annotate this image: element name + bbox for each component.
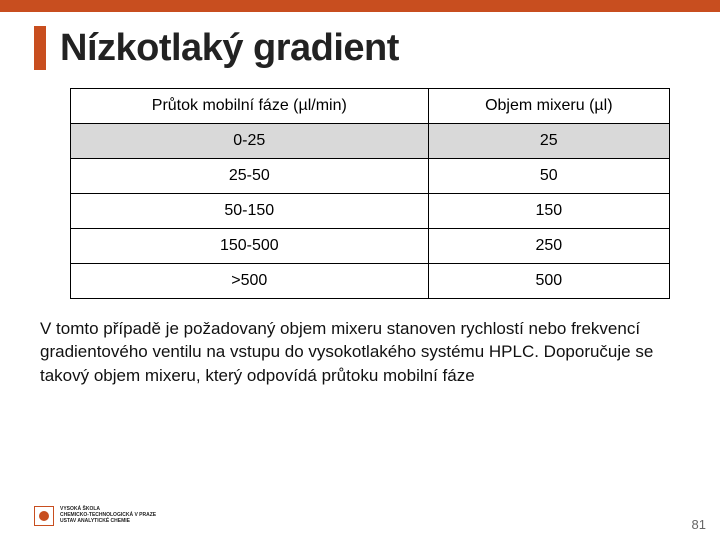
table-cell: 25 <box>428 124 669 159</box>
table-cell: 250 <box>428 229 669 264</box>
logo-icon <box>34 506 54 526</box>
table-cell: 0-25 <box>71 124 429 159</box>
title-accent-bar <box>34 26 46 70</box>
page-number: 81 <box>692 517 706 532</box>
logo-dot-icon <box>39 511 49 521</box>
table-row: 0-2525 <box>71 124 670 159</box>
table-cell: 150 <box>428 194 669 229</box>
table-header-cell: Průtok mobilní fáze (µl/min) <box>71 89 429 124</box>
top-accent-bar <box>0 0 720 12</box>
table-cell: 500 <box>428 264 669 299</box>
table-cell: >500 <box>71 264 429 299</box>
body-paragraph: V tomto případě je požadovaný objem mixe… <box>0 299 720 387</box>
table-container: Průtok mobilní fáze (µl/min) Objem mixer… <box>0 88 720 299</box>
table-header-row: Průtok mobilní fáze (µl/min) Objem mixer… <box>71 89 670 124</box>
logo-line: USTAV ANALYTICKÉ CHEMIE <box>60 519 156 525</box>
table-cell: 25-50 <box>71 159 429 194</box>
table-row: 25-5050 <box>71 159 670 194</box>
page-title: Nízkotlaký gradient <box>60 27 399 70</box>
table-row: 150-500250 <box>71 229 670 264</box>
table-cell: 50-150 <box>71 194 429 229</box>
logo-text: VYSOKÁ ŠKOLA CHEMICKO-TECHNOLOGICKÁ V PR… <box>60 507 156 524</box>
table-cell: 50 <box>428 159 669 194</box>
table-row: >500500 <box>71 264 670 299</box>
title-row: Nízkotlaký gradient <box>0 12 720 88</box>
slide-page: Nízkotlaký gradient Průtok mobilní fáze … <box>0 0 720 540</box>
table-cell: 150-500 <box>71 229 429 264</box>
institution-logo: VYSOKÁ ŠKOLA CHEMICKO-TECHNOLOGICKÁ V PR… <box>34 506 156 526</box>
table-row: 50-150150 <box>71 194 670 229</box>
table-header-cell: Objem mixeru (µl) <box>428 89 669 124</box>
gradient-table: Průtok mobilní fáze (µl/min) Objem mixer… <box>70 88 670 299</box>
